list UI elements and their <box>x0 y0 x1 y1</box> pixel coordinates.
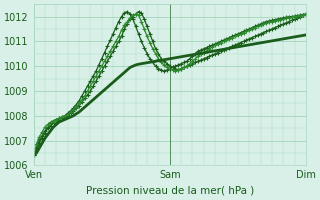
X-axis label: Pression niveau de la mer( hPa ): Pression niveau de la mer( hPa ) <box>86 186 254 196</box>
